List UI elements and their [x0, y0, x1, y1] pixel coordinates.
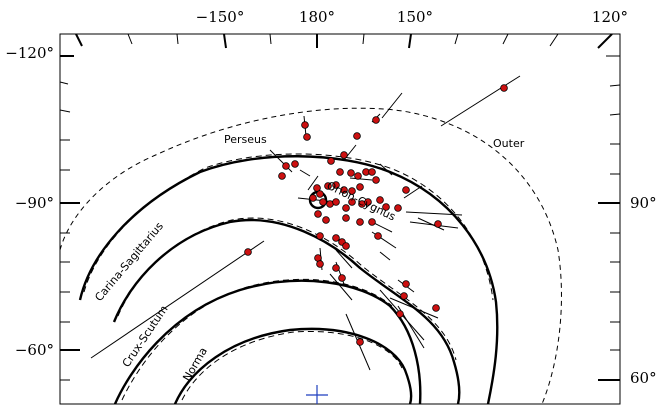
left-tick-label: −90°: [15, 194, 54, 212]
data-point: [369, 169, 376, 176]
data-point: [328, 158, 335, 165]
data-point: [279, 173, 286, 180]
arm-label-outer: Outer: [493, 137, 525, 150]
data-point: [323, 217, 330, 224]
top-tick-label: 150°: [397, 8, 433, 26]
top-tick-label: 120°: [592, 8, 628, 26]
carina-sagittarius-arm-dashed: [118, 218, 456, 360]
left-tick-label: −60°: [15, 341, 54, 359]
data-point: [292, 161, 299, 168]
data-point: [401, 293, 408, 300]
data-point: [397, 311, 404, 318]
data-point: [348, 170, 355, 177]
data-point: [320, 199, 327, 206]
crux-scutum-arm-dashed: [122, 279, 392, 400]
data-point: [501, 85, 508, 92]
data-point: [339, 275, 346, 282]
data-point: [373, 177, 380, 184]
left-tick-label: −120°: [5, 44, 54, 62]
data-point: [403, 281, 410, 288]
data-point: [283, 163, 290, 170]
data-point: [245, 249, 252, 256]
data-point: [357, 184, 364, 191]
data-point: [317, 233, 324, 240]
data-point: [403, 187, 410, 194]
top-tick-label: −150°: [196, 8, 245, 26]
data-point: [375, 233, 382, 240]
data-point: [333, 199, 340, 206]
norma-arm: [175, 329, 411, 404]
data-point: [357, 219, 364, 226]
data-point: [337, 169, 344, 176]
data-point: [357, 339, 364, 346]
top-tick-label: 180°: [299, 8, 335, 26]
data-point: [341, 152, 348, 159]
data-point: [317, 191, 324, 198]
data-point: [302, 122, 309, 129]
norma-arm-dashed: [182, 331, 402, 400]
arm-label-perseus: Perseus: [224, 133, 267, 146]
data-point: [369, 219, 376, 226]
data-point: [354, 133, 361, 140]
data-point: [355, 173, 362, 180]
data-point: [343, 243, 350, 250]
data-point: [304, 134, 311, 141]
galactic-center-plus-icon: [306, 385, 328, 404]
data-point: [333, 235, 340, 242]
data-point: [333, 265, 340, 272]
data-point: [310, 195, 317, 202]
data-point: [343, 205, 350, 212]
data-point: [343, 215, 350, 222]
right-tick-label: 90°: [630, 194, 657, 212]
data-point: [433, 305, 440, 312]
right-tick-label: 60°: [630, 369, 657, 387]
data-point: [373, 117, 380, 124]
data-point: [315, 211, 322, 218]
data-point: [317, 261, 324, 268]
data-point: [435, 221, 442, 228]
